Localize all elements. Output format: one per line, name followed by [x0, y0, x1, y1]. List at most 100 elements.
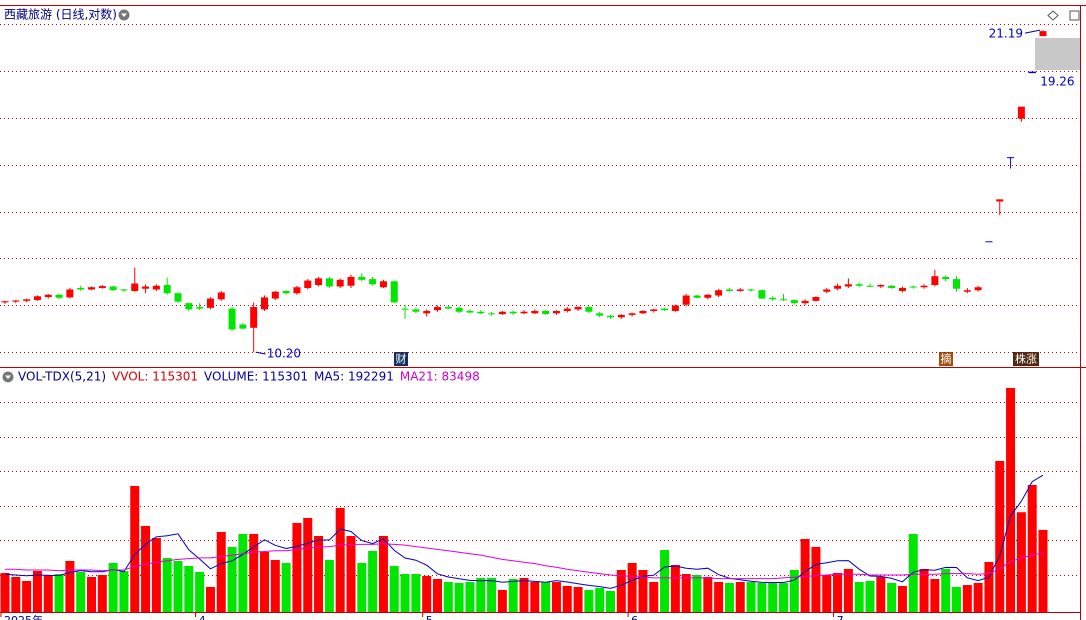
candle-body — [942, 276, 950, 280]
volume-bar — [908, 533, 918, 612]
volume-bar — [919, 568, 929, 612]
legend-item: VVOL: 115301 — [112, 370, 198, 384]
candle-body — [834, 285, 842, 289]
volume-bar — [346, 535, 356, 612]
candle-body — [704, 294, 712, 298]
volume-bar — [1016, 512, 1026, 612]
volume-bar — [519, 577, 529, 612]
volume-bar — [973, 582, 983, 612]
volume-bar — [65, 560, 75, 612]
candle-body — [985, 241, 993, 243]
candle-body — [423, 310, 431, 314]
volume-bar — [249, 533, 259, 612]
candle-body — [563, 308, 571, 311]
annotation-arrow — [1024, 29, 1041, 34]
candle-body — [369, 279, 377, 285]
candle-body — [1, 301, 9, 303]
candle-body — [455, 307, 463, 312]
volume-bar — [476, 577, 486, 612]
candle-body — [44, 294, 52, 298]
volume-bar — [1027, 484, 1037, 612]
candle-body — [931, 276, 939, 285]
annotation-label: 10.20 — [267, 347, 301, 361]
volume-bar — [303, 517, 313, 612]
volume-bar — [952, 586, 961, 612]
candle-body — [671, 305, 679, 311]
event-label: 摘 — [941, 352, 952, 366]
candle-body — [488, 313, 496, 315]
volume-bar — [205, 586, 215, 612]
diamond-icon[interactable] — [1047, 10, 1059, 21]
candle-body — [780, 299, 787, 301]
candle-body — [790, 300, 798, 304]
candle-body — [920, 285, 928, 288]
volume-bar — [930, 578, 940, 612]
volume-bar — [616, 569, 626, 612]
candle-body — [466, 310, 474, 313]
volume-bar — [887, 582, 897, 612]
volume-bar — [660, 549, 670, 612]
candle-body — [66, 289, 74, 298]
event-label: 财 — [396, 352, 407, 366]
candle-body — [639, 310, 647, 314]
candle-body — [682, 295, 690, 305]
volume-bar — [606, 590, 615, 612]
candle-body — [401, 308, 409, 310]
indicator-menu-arrow — [5, 375, 11, 379]
event-badge — [1013, 352, 1039, 366]
chart-title: 西藏旅游 (日线,对数) — [4, 7, 117, 22]
event-badge — [394, 352, 408, 366]
volume-bar — [757, 582, 767, 612]
volume-bar — [141, 525, 151, 612]
candle-body — [769, 297, 777, 300]
volume-bar — [162, 557, 172, 612]
volume-bar — [314, 535, 324, 612]
volume-bar — [530, 581, 540, 612]
annotation-label: 21.19 — [989, 27, 1023, 41]
volume-bar — [984, 561, 994, 612]
volume-bar — [876, 576, 886, 612]
volume-bar — [779, 582, 788, 612]
candle-body — [77, 287, 85, 290]
volume-bar — [97, 574, 107, 612]
volume-bar — [692, 574, 702, 612]
volume-bar — [151, 537, 161, 612]
candle-body — [250, 307, 258, 328]
candle-body — [758, 290, 766, 299]
volume-bar — [400, 573, 410, 612]
legend-item: MA5: 192291 — [314, 370, 394, 384]
volume-bar — [508, 578, 518, 612]
candle-body — [358, 276, 366, 280]
candle-body — [747, 289, 755, 291]
volume-bar — [811, 546, 821, 612]
candle-body — [650, 309, 658, 311]
volume-bar — [833, 572, 843, 612]
candle-body — [412, 309, 420, 312]
candle-body — [844, 284, 852, 287]
candle-body — [142, 286, 150, 289]
volume-bar — [0, 572, 10, 612]
volume-bar — [897, 585, 907, 612]
candle-body — [98, 286, 106, 288]
candle-body — [574, 307, 582, 310]
candle-body — [585, 307, 593, 312]
x-tick-label: 5 — [426, 614, 433, 620]
candle-body — [725, 289, 733, 291]
volume-bar — [822, 574, 832, 612]
candle-body — [509, 311, 517, 314]
volume-bar — [22, 580, 32, 612]
title-menu-arrow — [121, 13, 127, 17]
candle-body — [628, 313, 636, 315]
candle-body — [801, 300, 809, 304]
volume-bar — [32, 570, 42, 612]
volume-bar — [292, 522, 302, 612]
volume-bar — [638, 569, 648, 612]
volume-bar — [335, 507, 345, 612]
volume-bar — [962, 585, 972, 612]
ma-line — [5, 543, 1044, 580]
window-button[interactable] — [1069, 10, 1080, 21]
candle-body — [1039, 31, 1047, 37]
volume-bar — [108, 562, 118, 612]
volume-bar — [800, 538, 810, 612]
